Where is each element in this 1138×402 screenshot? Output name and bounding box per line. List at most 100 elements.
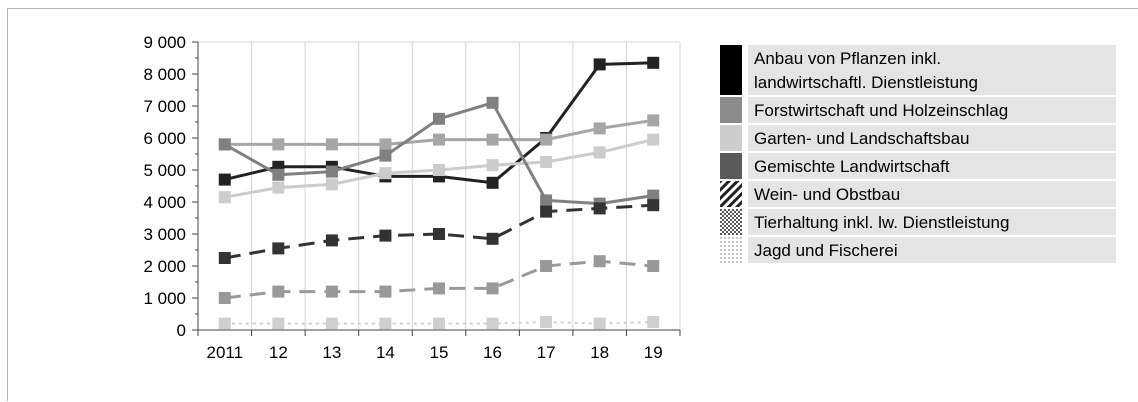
- y-tick-label: 6 000: [143, 129, 186, 148]
- data-point: [647, 316, 660, 328]
- data-point: [647, 199, 660, 212]
- data-point: [379, 167, 392, 180]
- series-4: [218, 96, 660, 210]
- data-point: [433, 317, 445, 330]
- data-point: [647, 260, 660, 272]
- series-line: [224, 321, 654, 325]
- data-point: [593, 146, 606, 159]
- y-tick-label: 5 000: [143, 161, 186, 180]
- data-point: [593, 58, 606, 71]
- legend-label: Forstwirtschaft und Holzeinschlag: [754, 101, 1008, 120]
- data-point: [272, 285, 285, 298]
- legend-item-background: [748, 237, 1116, 263]
- legend: Anbau von Pflanzen inkl. landwirtschaftl.…: [720, 45, 1116, 263]
- y-tick-label: 9 000: [143, 33, 186, 52]
- data-point: [593, 317, 606, 330]
- legend-item: Tierhaltung inkl. lw. Dienstleistung: [720, 209, 1116, 235]
- legend-swatch: [720, 153, 742, 179]
- data-point: [218, 173, 231, 186]
- legend-label: Tierhaltung inkl. lw. Dienstleistung: [754, 213, 1009, 232]
- data-point: [379, 317, 392, 330]
- y-tick-label: 0: [177, 321, 186, 340]
- data-point: [379, 149, 392, 162]
- data-point: [433, 133, 445, 146]
- legend-label: Garten- und Landschaftsbau: [754, 129, 969, 148]
- x-tick-label: 15: [430, 343, 449, 362]
- data-point: [433, 282, 445, 295]
- data-point: [218, 292, 231, 304]
- legend-item: Anbau von Pflanzen inkl. landwirtschaftl.…: [720, 45, 1116, 95]
- legend-item-background: [748, 181, 1116, 207]
- legend-item-background: [748, 97, 1116, 123]
- legend-item: Jagd und Fischerei: [720, 237, 1116, 263]
- data-point: [218, 252, 231, 264]
- series-6: [218, 255, 660, 304]
- data-point: [647, 189, 660, 202]
- legend-label: Jagd und Fischerei: [754, 241, 898, 260]
- data-point: [272, 317, 285, 330]
- data-point: [593, 202, 606, 215]
- y-tick-label: 8 000: [143, 65, 186, 84]
- series-lines: [218, 56, 660, 330]
- data-point: [218, 191, 231, 204]
- data-point: [647, 133, 660, 146]
- data-point: [593, 122, 606, 135]
- x-tick-label: 13: [322, 343, 341, 362]
- data-point: [272, 138, 285, 151]
- legend-item: Forstwirtschaft und Holzeinschlag: [720, 97, 1116, 123]
- legend-swatch: [720, 125, 742, 151]
- grid: [198, 41, 681, 330]
- legend-label: Wein- und Obstbau: [754, 185, 900, 204]
- chart-frame: 0 1 000 2 000 3 000 4 000 5 000 6 000 7 000 8 00…: [7, 8, 1138, 401]
- data-point: [540, 316, 553, 328]
- data-point: [647, 56, 660, 69]
- data-point: [218, 138, 231, 151]
- x-tick-label: 17: [537, 343, 556, 362]
- x-tick-label: 18: [590, 343, 609, 362]
- y-tick-label: 4 000: [143, 193, 186, 212]
- legend-label: landwirtschaftl. Dienstleistung: [754, 73, 978, 92]
- line-chart: 0 1 000 2 000 3 000 4 000 5 000 6 000 7 000 8 00…: [143, 33, 1116, 362]
- x-tick-label: 14: [376, 343, 395, 362]
- data-point: [540, 260, 553, 272]
- axes: 0 1 000 2 000 3 000 4 000 5 000 6 000 7 000 8 00…: [143, 33, 681, 362]
- data-point: [325, 234, 338, 247]
- legend-item-background: [748, 153, 1116, 179]
- data-point: [486, 317, 499, 330]
- legend-swatch: [720, 181, 742, 207]
- data-point: [486, 96, 499, 109]
- data-point: [379, 285, 392, 298]
- legend-swatch: [720, 45, 742, 95]
- data-point: [325, 165, 338, 178]
- x-tick-label: 19: [644, 343, 663, 362]
- x-tick-label: 12: [269, 343, 288, 362]
- series-5: [218, 199, 660, 264]
- y-tick-label: 7 000: [143, 97, 186, 116]
- data-point: [486, 282, 499, 295]
- y-tick-label: 1 000: [143, 289, 186, 308]
- data-point: [486, 133, 499, 146]
- series-2: [218, 114, 660, 151]
- data-point: [218, 317, 231, 330]
- legend-item: Wein- und Obstbau: [720, 181, 1116, 207]
- data-point: [433, 164, 445, 176]
- data-point: [272, 168, 285, 181]
- series-3: [218, 133, 660, 204]
- data-point: [540, 205, 553, 218]
- y-tick-label: 2 000: [143, 257, 186, 276]
- data-point: [486, 232, 499, 245]
- legend-item: Gemischte Landwirtschaft: [720, 153, 1116, 179]
- legend-swatch: [720, 237, 742, 263]
- data-point: [486, 176, 499, 189]
- data-point: [540, 194, 553, 207]
- legend-item-background: [748, 125, 1116, 151]
- legend-swatch: [720, 97, 742, 123]
- data-point: [325, 178, 338, 191]
- data-point: [593, 255, 606, 268]
- legend-label: Gemischte Landwirtschaft: [754, 157, 950, 176]
- data-point: [379, 229, 392, 242]
- data-point: [433, 228, 445, 240]
- data-point: [647, 114, 660, 127]
- x-tick-label: 16: [483, 343, 502, 362]
- data-point: [379, 138, 392, 151]
